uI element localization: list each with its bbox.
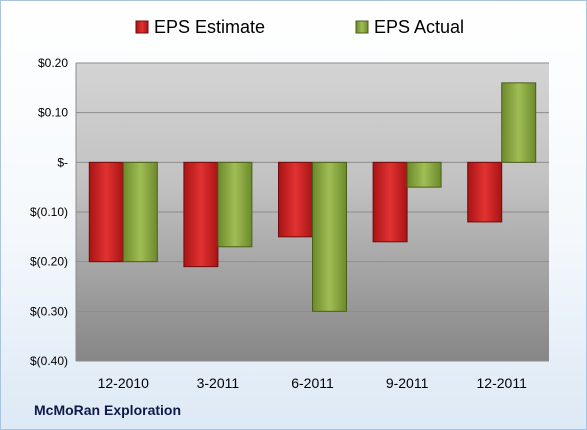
x-tick-label: 6-2011 [291, 375, 334, 391]
y-tick-label: $0.20 [38, 56, 68, 70]
company-name: McMoRan Exploration [34, 402, 182, 418]
bar-eps-estimate [467, 161, 503, 223]
x-tick-label: 9-2011 [386, 375, 429, 391]
bar-eps-estimate [372, 161, 408, 243]
y-tick-label: $0.10 [38, 106, 68, 120]
x-tick-label: 3-2011 [197, 375, 240, 391]
y-tick-label: $(0.30) [30, 304, 68, 318]
bar-eps-estimate [88, 161, 124, 263]
bar-eps-actual [312, 161, 347, 312]
legend-label-actual: EPS Actual [374, 17, 464, 37]
x-axis: 12-2010 3-2011 6-2011 9-2011 12-2011 [98, 375, 527, 391]
bar-eps-actual [501, 82, 537, 163]
bar-eps-actual [122, 161, 158, 263]
x-tick-label: 12-2010 [98, 375, 150, 391]
y-tick-label: $(0.10) [30, 205, 68, 219]
bar-eps-estimate [278, 161, 313, 238]
y-axis: $0.20 $0.10 $- $(0.10) $(0.20) $(0.30) $(0.40) [30, 56, 77, 368]
bar-eps-estimate [183, 161, 219, 268]
bar-eps-actual [217, 161, 253, 248]
y-tick-label: $- [57, 155, 68, 169]
bars [88, 82, 537, 312]
legend-swatch-actual [355, 20, 369, 34]
legend-swatch-estimate [135, 20, 149, 34]
chart-legend: EPS Estimate EPS Actual [135, 17, 464, 37]
y-tick-label: $(0.40) [30, 354, 68, 368]
legend-label-estimate: EPS Estimate [154, 17, 265, 37]
bar-eps-actual [406, 161, 442, 188]
y-tick-label: $(0.20) [30, 255, 68, 269]
x-tick-label: 12-2011 [477, 375, 528, 391]
